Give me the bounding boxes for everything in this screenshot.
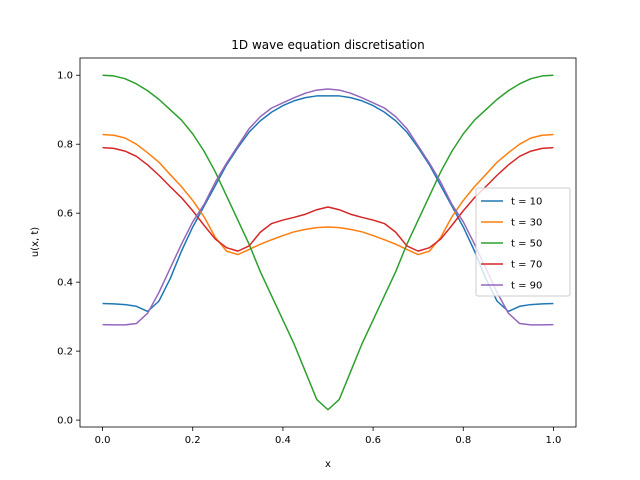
- y-axis: 0.0 0.2 0.4 0.6 0.8 1.0: [57, 71, 80, 427]
- y-tick-label: 0.2: [57, 347, 73, 358]
- series-line-3: [102, 74, 554, 411]
- legend-label: t = 30: [511, 218, 542, 229]
- legend: t = 10 t = 30 t = 50 t = 70 t = 90: [475, 187, 571, 297]
- y-tick-label: 1.0: [57, 71, 73, 82]
- legend-label: t = 50: [511, 239, 542, 250]
- y-tick-label: 0.6: [57, 209, 73, 220]
- y-axis-label: u(x, t): [30, 227, 41, 257]
- x-axis-label: x: [325, 459, 331, 470]
- x-tick-label: 0.6: [365, 435, 381, 446]
- series-line-2: [102, 133, 554, 256]
- x-axis: 0.0 0.2 0.4 0.6 0.8 1.0: [95, 427, 562, 446]
- x-tick-label: 1.0: [546, 435, 562, 446]
- legend-label: t = 90: [511, 281, 542, 292]
- legend-label: t = 10: [511, 197, 542, 208]
- plot-frame: [79, 57, 577, 428]
- legend-box: [475, 187, 571, 297]
- y-tick-label: 0.8: [57, 140, 73, 151]
- x-tick-label: 0.4: [275, 435, 291, 446]
- x-tick-label: 0.8: [455, 435, 471, 446]
- x-tick-label: 0.2: [185, 435, 201, 446]
- y-tick-label: 0.0: [57, 416, 73, 427]
- x-tick-label: 0.0: [95, 435, 111, 446]
- y-tick-label: 0.4: [57, 278, 73, 289]
- chart-title: 1D wave equation discretisation: [231, 38, 424, 52]
- legend-label: t = 70: [511, 260, 542, 271]
